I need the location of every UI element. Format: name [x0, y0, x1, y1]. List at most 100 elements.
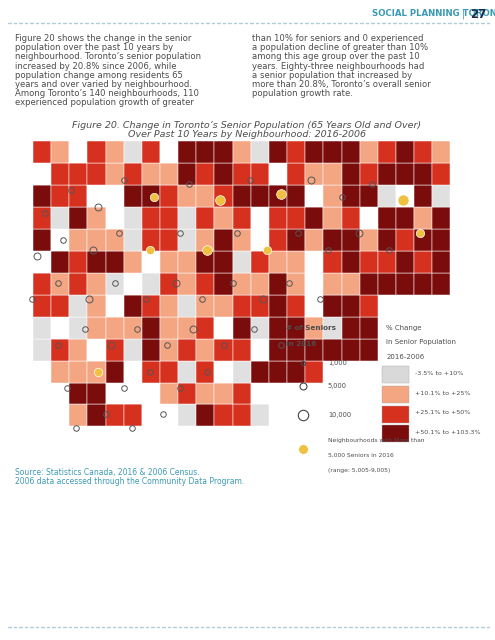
Bar [33, 185, 51, 207]
Bar [269, 185, 287, 207]
Bar [342, 317, 360, 339]
Bar [142, 228, 160, 251]
Bar [69, 404, 88, 426]
Text: a population decline of greater than 10%: a population decline of greater than 10% [252, 44, 428, 52]
Bar [251, 207, 269, 228]
Bar [414, 251, 432, 273]
Bar [178, 207, 197, 228]
Bar [214, 141, 233, 163]
Bar [33, 141, 51, 163]
Bar [414, 207, 432, 228]
Bar [33, 294, 51, 317]
Text: Neighbourhoods with More than: Neighbourhoods with More than [328, 438, 424, 443]
Bar [88, 339, 105, 360]
Text: +25.1% to +50%: +25.1% to +50% [415, 410, 471, 415]
Bar [178, 294, 197, 317]
Bar [197, 163, 214, 185]
Bar [378, 207, 396, 228]
Bar [360, 141, 378, 163]
Bar [360, 207, 378, 228]
Bar [396, 141, 414, 163]
Bar [414, 163, 432, 185]
Text: # of Seniors: # of Seniors [286, 325, 336, 331]
Bar [142, 383, 160, 404]
Bar [124, 163, 142, 185]
Bar [287, 141, 305, 163]
Bar [124, 404, 142, 426]
Bar [51, 185, 69, 207]
Bar [142, 163, 160, 185]
Bar [287, 207, 305, 228]
Bar [233, 360, 251, 383]
Text: Source: Statistics Canada, 2016 & 2006 Census.: Source: Statistics Canada, 2016 & 2006 C… [15, 468, 199, 477]
Bar [287, 294, 305, 317]
Bar [269, 207, 287, 228]
Bar [69, 294, 88, 317]
Bar [69, 163, 88, 185]
Bar [33, 228, 51, 251]
Bar [414, 185, 432, 207]
Text: population growth rate.: population growth rate. [252, 89, 353, 98]
Text: 5,000: 5,000 [328, 383, 347, 389]
Bar [51, 141, 69, 163]
Bar [323, 339, 342, 360]
Bar [305, 163, 323, 185]
Bar [197, 185, 214, 207]
Bar [142, 141, 160, 163]
Bar [305, 141, 323, 163]
Bar [69, 207, 88, 228]
Bar [323, 163, 342, 185]
Bar [323, 294, 342, 317]
Bar [178, 251, 197, 273]
Bar [197, 228, 214, 251]
Bar [251, 360, 269, 383]
Bar [105, 404, 124, 426]
Bar [142, 294, 160, 317]
Bar [160, 228, 178, 251]
Bar [360, 185, 378, 207]
Bar [160, 360, 178, 383]
Bar [105, 141, 124, 163]
Bar [105, 339, 124, 360]
Bar [124, 294, 142, 317]
Text: more than 20.8%, Toronto’s overall senior: more than 20.8%, Toronto’s overall senio… [252, 80, 431, 89]
Bar [160, 141, 178, 163]
Bar [214, 339, 233, 360]
Bar [214, 207, 233, 228]
Bar [105, 207, 124, 228]
Bar [323, 251, 342, 273]
Bar [432, 163, 450, 185]
Bar [69, 251, 88, 273]
Bar [105, 273, 124, 294]
Bar [233, 404, 251, 426]
Bar [105, 360, 124, 383]
Bar [233, 228, 251, 251]
Bar [142, 273, 160, 294]
Bar [342, 273, 360, 294]
Bar [360, 317, 378, 339]
Bar [233, 383, 251, 404]
Bar [382, 406, 409, 422]
Text: -3.5% to +10%: -3.5% to +10% [415, 371, 464, 376]
Bar [214, 360, 233, 383]
Bar [287, 339, 305, 360]
Text: years and over varied by neighbourhood.: years and over varied by neighbourhood. [15, 80, 192, 89]
Bar [105, 163, 124, 185]
Bar [251, 317, 269, 339]
Text: |: | [461, 9, 465, 19]
Bar [396, 207, 414, 228]
Bar [142, 339, 160, 360]
Bar [88, 294, 105, 317]
Bar [214, 251, 233, 273]
Bar [305, 339, 323, 360]
Bar [396, 228, 414, 251]
Bar [142, 251, 160, 273]
Bar [51, 339, 69, 360]
Bar [124, 360, 142, 383]
Bar [33, 163, 51, 185]
Bar [251, 273, 269, 294]
Bar [342, 228, 360, 251]
Bar [178, 404, 197, 426]
Bar [233, 141, 251, 163]
Bar [105, 294, 124, 317]
